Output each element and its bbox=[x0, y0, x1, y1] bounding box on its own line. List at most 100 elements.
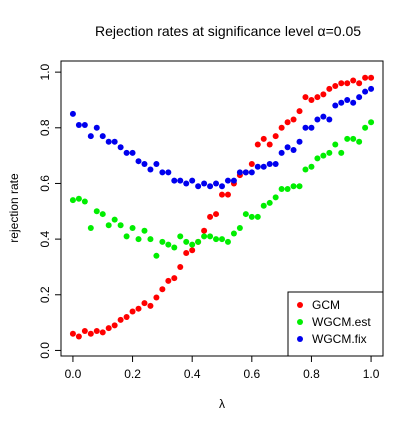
data-point bbox=[99, 133, 106, 140]
data-point bbox=[296, 183, 303, 190]
data-point bbox=[248, 169, 255, 176]
data-point bbox=[195, 238, 202, 245]
data-point bbox=[362, 124, 369, 131]
data-point bbox=[165, 241, 172, 248]
data-point bbox=[105, 138, 112, 145]
data-point bbox=[219, 236, 225, 243]
data-point bbox=[326, 116, 333, 123]
data-point bbox=[207, 183, 214, 190]
data-point bbox=[344, 96, 351, 103]
data-point bbox=[224, 191, 231, 198]
data-point bbox=[302, 124, 309, 131]
data-point bbox=[147, 166, 154, 173]
data-point bbox=[93, 124, 100, 131]
data-point bbox=[314, 155, 321, 162]
data-point bbox=[344, 135, 351, 142]
data-points bbox=[69, 74, 375, 340]
data-point bbox=[272, 194, 279, 201]
legend-label: WGCM.fix bbox=[312, 332, 367, 346]
x-tick-label: 0.0 bbox=[65, 367, 82, 381]
data-point bbox=[266, 199, 273, 206]
data-point bbox=[248, 213, 255, 220]
data-point bbox=[123, 233, 130, 240]
data-point bbox=[75, 195, 82, 202]
data-point bbox=[314, 94, 321, 101]
legend-label: WGCM.est bbox=[312, 315, 371, 329]
data-point bbox=[165, 169, 172, 176]
x-axis-label: λ bbox=[219, 397, 225, 411]
data-point bbox=[320, 152, 327, 159]
data-point bbox=[350, 77, 357, 84]
data-point bbox=[332, 83, 339, 90]
data-point bbox=[183, 250, 190, 257]
legend-marker bbox=[297, 319, 303, 325]
data-point bbox=[278, 124, 285, 131]
data-point bbox=[254, 163, 261, 170]
data-point bbox=[284, 186, 291, 193]
data-point bbox=[224, 238, 231, 245]
x-tick-label: 0.6 bbox=[243, 367, 260, 381]
data-point bbox=[129, 308, 136, 315]
data-point bbox=[153, 160, 160, 167]
data-point bbox=[111, 138, 118, 145]
data-point bbox=[320, 113, 327, 120]
data-point bbox=[338, 99, 345, 106]
y-axis: 0.0 0.2 0.4 0.6 0.8 1.0 bbox=[38, 63, 61, 359]
chart-title: Rejection rates at significance level α=… bbox=[95, 23, 361, 39]
y-axis-label: rejection rate bbox=[7, 173, 21, 243]
data-point bbox=[129, 149, 136, 156]
data-point bbox=[260, 202, 267, 209]
data-point bbox=[183, 180, 190, 187]
data-point bbox=[368, 85, 375, 92]
data-point bbox=[123, 149, 130, 156]
legend-marker bbox=[297, 336, 303, 342]
data-point bbox=[296, 108, 303, 115]
y-tick-label: 0.6 bbox=[38, 175, 52, 192]
data-point bbox=[332, 141, 339, 148]
data-point bbox=[147, 302, 154, 309]
data-point bbox=[201, 233, 208, 240]
y-tick-label: 1.0 bbox=[38, 63, 52, 80]
data-point bbox=[242, 169, 249, 176]
data-point bbox=[260, 163, 267, 170]
data-point bbox=[141, 160, 148, 167]
x-axis: 0.0 0.2 0.4 0.6 0.8 1.0 bbox=[65, 356, 380, 381]
data-point bbox=[69, 330, 76, 337]
data-point bbox=[81, 122, 88, 129]
data-point bbox=[93, 327, 100, 334]
data-point bbox=[290, 147, 297, 154]
data-point bbox=[272, 133, 279, 140]
data-point bbox=[350, 99, 357, 106]
data-point bbox=[141, 300, 148, 307]
data-point bbox=[111, 216, 118, 223]
data-point bbox=[254, 141, 261, 148]
x-tick-label: 1.0 bbox=[363, 367, 380, 381]
data-point bbox=[230, 230, 237, 237]
data-point bbox=[99, 329, 106, 336]
x-tick-label: 0.2 bbox=[124, 367, 141, 381]
data-point bbox=[177, 263, 184, 270]
plot-frame bbox=[60, 60, 384, 357]
data-point bbox=[189, 247, 196, 254]
data-point bbox=[81, 327, 88, 334]
data-point bbox=[236, 169, 243, 176]
data-point bbox=[308, 163, 315, 170]
data-point bbox=[242, 211, 249, 218]
data-point bbox=[135, 158, 142, 165]
data-point bbox=[248, 160, 255, 167]
data-point bbox=[236, 224, 243, 231]
data-point bbox=[266, 160, 273, 167]
data-point bbox=[111, 322, 118, 329]
data-point bbox=[302, 94, 309, 101]
data-point bbox=[135, 236, 142, 243]
data-point bbox=[338, 80, 345, 87]
data-point bbox=[93, 208, 100, 215]
data-point bbox=[153, 294, 160, 301]
data-point bbox=[302, 166, 309, 173]
data-point bbox=[195, 183, 202, 190]
data-point bbox=[332, 102, 339, 109]
data-point bbox=[159, 238, 166, 245]
data-point bbox=[356, 138, 363, 145]
data-point bbox=[81, 198, 88, 205]
